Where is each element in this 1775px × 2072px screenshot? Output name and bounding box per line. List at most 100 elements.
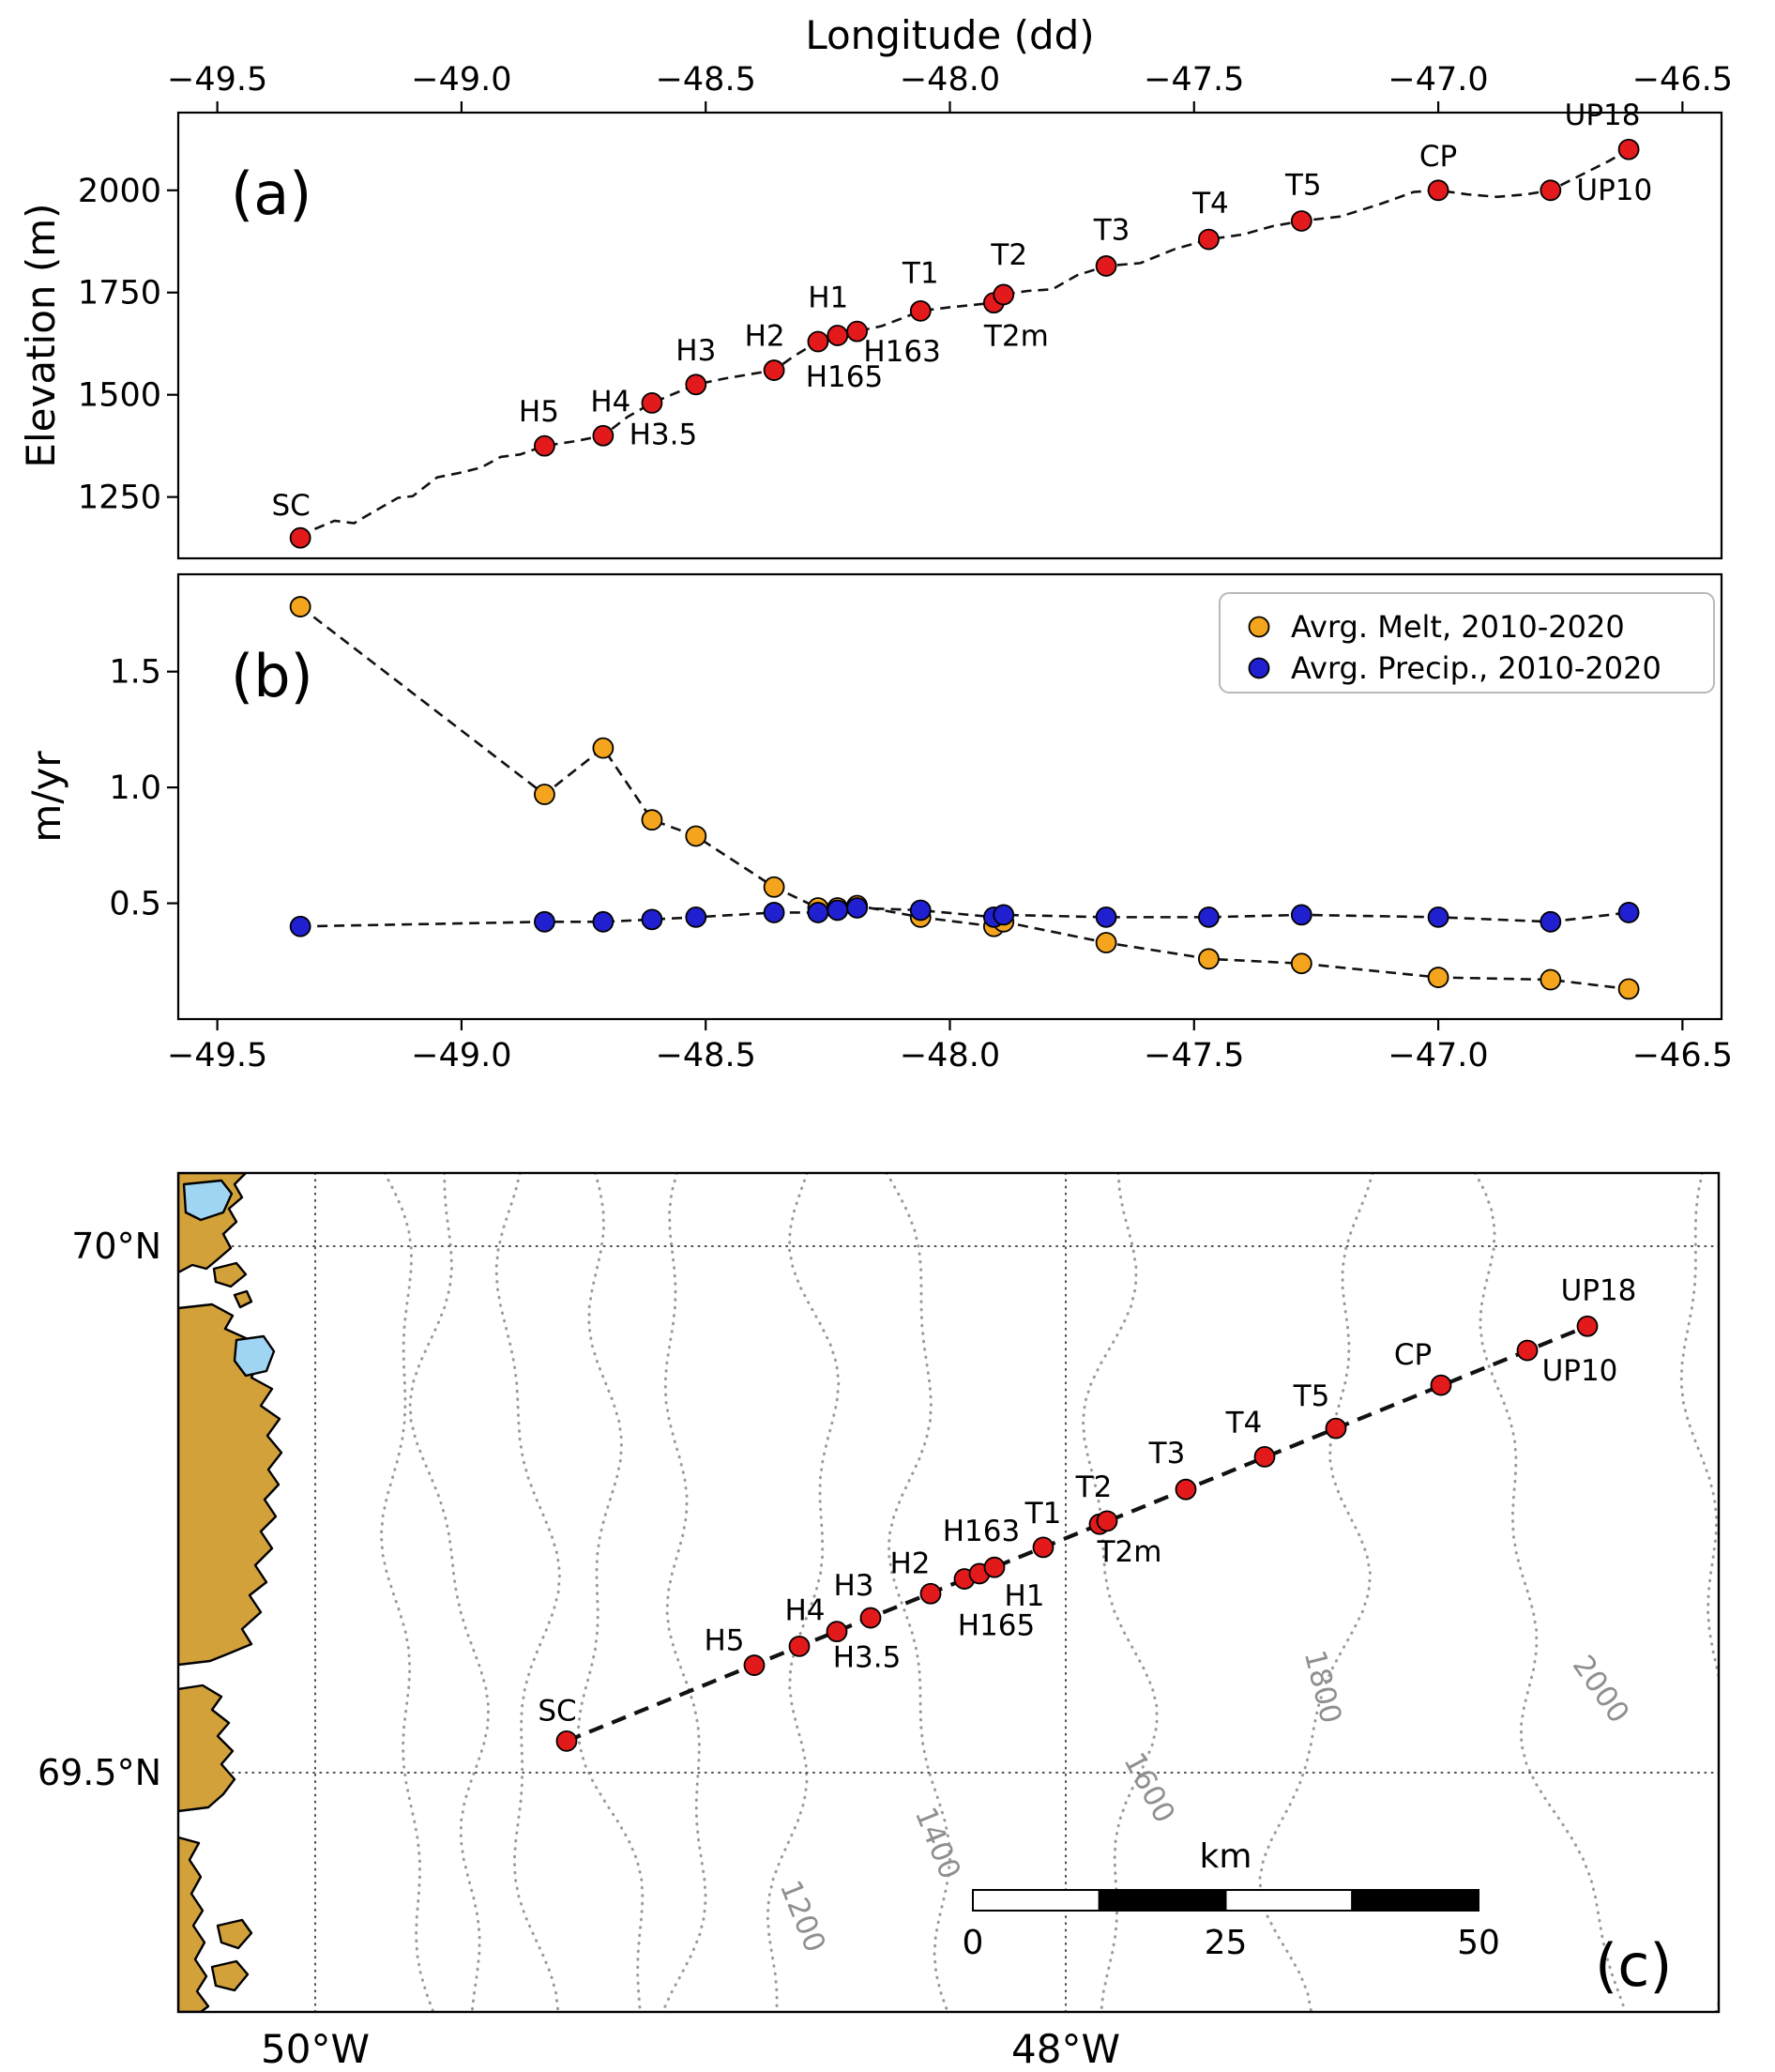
contour-line xyxy=(1679,1173,1719,2012)
station-label-H165: H165 xyxy=(806,360,883,394)
station-marker-T3 xyxy=(1095,255,1117,277)
map-station-marker-UP10 xyxy=(1516,1339,1539,1362)
precip-series-marker xyxy=(993,904,1015,926)
x-tick-label: −47.5 xyxy=(1144,61,1244,99)
x-tick-label: −48.5 xyxy=(656,61,756,99)
scalebar-segment xyxy=(1351,1889,1479,1912)
precip-series-marker xyxy=(763,902,785,923)
station-marker-UP18 xyxy=(1617,138,1640,160)
station-label-H3: H3 xyxy=(675,334,716,368)
y-tick-label: 1500 xyxy=(78,377,161,415)
x-tick-label: −46.5 xyxy=(1632,1037,1733,1074)
map-station-marker-T5 xyxy=(1325,1417,1347,1440)
map-station-marker-H2 xyxy=(919,1582,942,1605)
lat-label-69-5n: 69.5°N xyxy=(38,1752,161,1793)
station-label-H1: H1 xyxy=(808,282,848,315)
contour-line xyxy=(494,1173,562,2012)
transect-line xyxy=(566,1324,1588,1744)
land-polygon xyxy=(178,1684,236,1813)
station-label-H3.5: H3.5 xyxy=(630,418,698,451)
lat-label-70n: 70°N xyxy=(71,1226,161,1267)
precip-series-marker xyxy=(592,910,614,933)
scalebar-label-50: 50 xyxy=(1457,1924,1500,1962)
legend-melt-marker xyxy=(1248,616,1270,638)
station-label-T4: T4 xyxy=(1191,187,1229,221)
scalebar-label-25: 25 xyxy=(1205,1924,1248,1962)
melt-series-marker xyxy=(1427,967,1449,988)
melt-series-line xyxy=(299,605,1630,991)
precip-series-marker xyxy=(1198,906,1220,928)
scalebar-unit: km xyxy=(1200,1837,1252,1876)
station-marker-H165 xyxy=(807,330,829,353)
precip-series-marker xyxy=(1540,910,1562,933)
map-station-marker-CP xyxy=(1430,1374,1452,1396)
station-marker-T5 xyxy=(1290,210,1312,232)
precip-series-marker xyxy=(534,910,555,933)
contour-line xyxy=(1081,1173,1159,2012)
land-polygon xyxy=(178,1836,210,2012)
contour-line xyxy=(766,1173,841,2012)
panel-label-c: (c) xyxy=(1595,1931,1672,2000)
map-station-label-H4: H4 xyxy=(784,1593,825,1627)
station-label-T2: T2 xyxy=(990,238,1027,272)
map-station-label-H5: H5 xyxy=(704,1624,744,1658)
island xyxy=(233,1289,253,1309)
map-station-marker-T1 xyxy=(1032,1536,1054,1559)
map-station-marker-T3 xyxy=(1175,1478,1197,1501)
contour-line xyxy=(1474,1173,1628,2012)
map-station-label-SC: SC xyxy=(538,1694,576,1728)
island xyxy=(210,1959,250,1992)
station-marker-H5 xyxy=(534,434,555,457)
contour-label: 1800 xyxy=(1297,1647,1348,1727)
station-marker-H1 xyxy=(827,325,849,346)
melt-series-marker xyxy=(1540,968,1562,991)
melt-series-marker xyxy=(534,784,555,805)
precip-series-marker xyxy=(1290,904,1312,926)
y-tick-label: 1.0 xyxy=(109,769,161,807)
axis-title-elevation: Elevation (m) xyxy=(18,203,64,467)
station-marker-T2 xyxy=(993,283,1015,306)
station-marker-H3 xyxy=(685,373,707,396)
x-tick-label: −49.5 xyxy=(167,61,267,99)
map-station-label-H163: H163 xyxy=(943,1515,1020,1548)
panel-b-frame xyxy=(176,572,1723,1021)
precip-series-marker xyxy=(1095,906,1117,928)
panel-a-frame xyxy=(176,111,1723,560)
map-station-marker-H5 xyxy=(743,1654,766,1676)
station-label-H4: H4 xyxy=(590,385,630,419)
melt-series-marker xyxy=(592,737,614,759)
station-marker-H3.5 xyxy=(641,392,663,414)
precip-series-marker xyxy=(1427,906,1449,928)
contour-line xyxy=(1258,1173,1374,2012)
x-tick-label: −48.0 xyxy=(900,1037,1000,1074)
station-label-CP: CP xyxy=(1419,140,1457,174)
station-marker-UP10 xyxy=(1540,179,1562,202)
precip-series-marker xyxy=(909,899,932,922)
x-tick-label: −49.0 xyxy=(411,61,511,99)
melt-series-marker xyxy=(1290,952,1312,975)
axis-title-longitude: Longitude (dd) xyxy=(805,12,1094,58)
map-station-label-H1: H1 xyxy=(1004,1579,1044,1613)
lake xyxy=(233,1334,276,1378)
y-tick-label: 1.5 xyxy=(109,654,161,692)
station-label-T1: T1 xyxy=(902,256,939,290)
map-station-marker-H163 xyxy=(983,1556,1006,1578)
contour-label: 1200 xyxy=(773,1876,832,1958)
scalebar-segment xyxy=(1224,1889,1354,1912)
scalebar-segment xyxy=(972,1889,1100,1912)
x-tick-label: −48.0 xyxy=(900,61,1000,99)
axis-title-myr: m/yr xyxy=(23,751,69,843)
station-marker-T4 xyxy=(1198,228,1220,251)
melt-series-marker xyxy=(1198,948,1220,970)
legend-box xyxy=(1219,592,1715,693)
melt-series-marker xyxy=(763,876,785,898)
station-label-H5: H5 xyxy=(519,395,559,429)
panel-label-b: (b) xyxy=(231,642,313,710)
contour-line xyxy=(660,1173,707,2012)
map-station-marker-SC xyxy=(555,1729,578,1752)
precip-series-marker xyxy=(641,908,663,931)
panel-a: −49.5 −49.0 −48.5 −48.0 −47.5 −47.0 −46.5 Longi… xyxy=(18,12,1733,560)
scalebar-label-0: 0 xyxy=(963,1924,984,1962)
precip-series-marker xyxy=(685,906,707,928)
